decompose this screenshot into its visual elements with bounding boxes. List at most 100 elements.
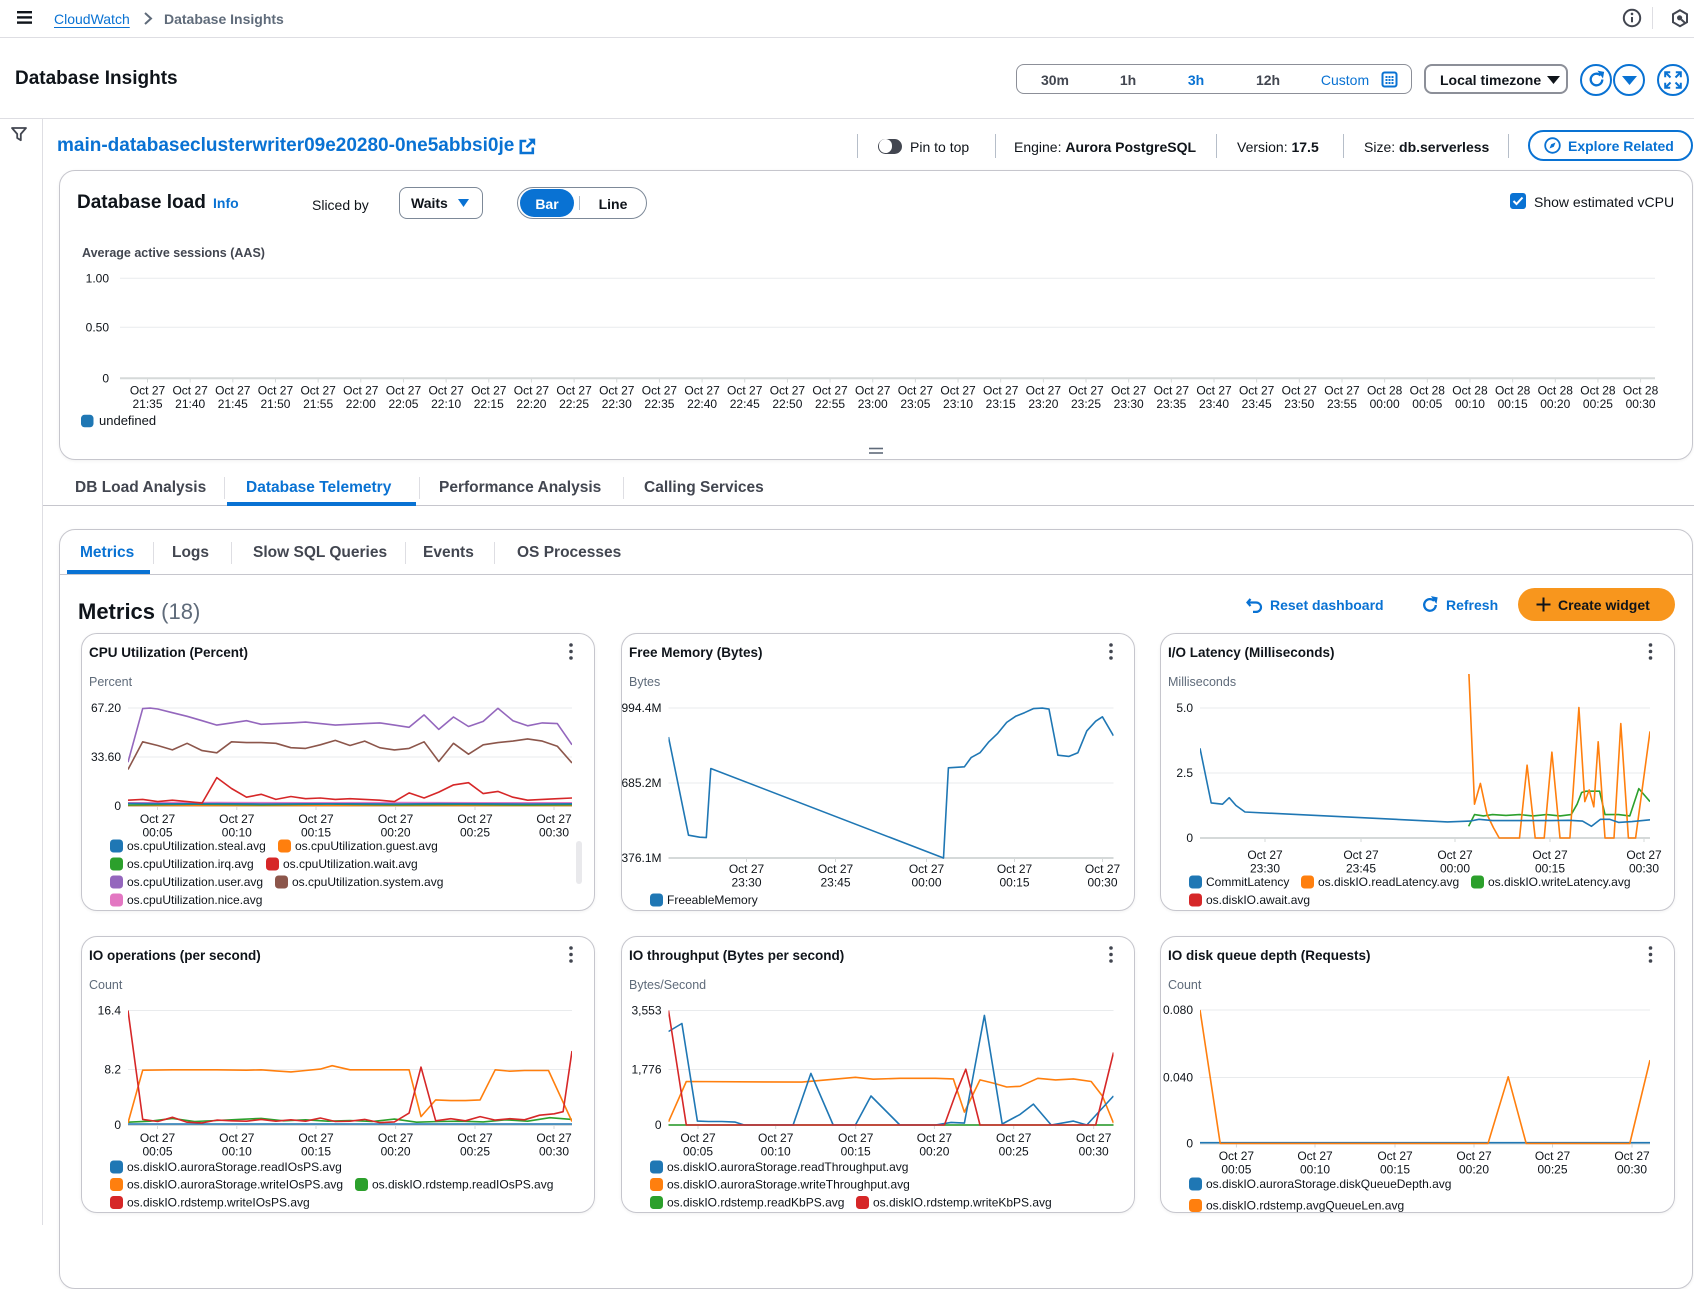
svg-text:23:00: 23:00 — [858, 397, 888, 411]
svg-text:Oct 27: Oct 27 — [1297, 1149, 1333, 1163]
svg-text:Oct 27: Oct 27 — [855, 384, 891, 398]
svg-text:Oct 27: Oct 27 — [378, 1131, 414, 1145]
svg-text:Oct 27: Oct 27 — [378, 812, 414, 826]
svg-text:00:15: 00:15 — [301, 1144, 331, 1158]
svg-text:Oct 27: Oct 27 — [1614, 1149, 1650, 1163]
svg-text:1,776: 1,776 — [631, 1062, 661, 1076]
svg-text:00:30: 00:30 — [1626, 397, 1656, 411]
svg-text:Oct 27: Oct 27 — [536, 812, 572, 826]
svg-text:os.diskIO.readLatency.avg: os.diskIO.readLatency.avg — [1318, 875, 1459, 889]
svg-text:0: 0 — [102, 371, 109, 385]
svg-text:22:10: 22:10 — [431, 397, 461, 411]
svg-text:Bytes: Bytes — [629, 675, 660, 689]
svg-text:I/O Latency (Milliseconds): I/O Latency (Milliseconds) — [1168, 645, 1335, 660]
svg-text:Oct 27: Oct 27 — [727, 384, 763, 398]
svg-text:Oct 27: Oct 27 — [1626, 848, 1662, 862]
svg-text:Oct 28: Oct 28 — [1452, 384, 1488, 398]
svg-text:0: 0 — [114, 799, 121, 813]
svg-text:00:25: 00:25 — [1583, 397, 1613, 411]
svg-text:23:45: 23:45 — [1346, 862, 1376, 876]
svg-text:Oct 27: Oct 27 — [1026, 384, 1062, 398]
svg-text:8.2: 8.2 — [104, 1062, 121, 1076]
svg-text:Oct 27: Oct 27 — [536, 1131, 572, 1145]
svg-text:00:30: 00:30 — [539, 1144, 569, 1158]
svg-text:Oct 28: Oct 28 — [1580, 384, 1616, 398]
svg-text:00:05: 00:05 — [1412, 397, 1442, 411]
svg-text:21:35: 21:35 — [132, 397, 162, 411]
svg-text:00:05: 00:05 — [682, 1144, 712, 1158]
svg-text:23:10: 23:10 — [943, 397, 973, 411]
svg-text:os.diskIO.auroraStorage.readIO: os.diskIO.auroraStorage.readIOsPS.avg — [127, 1160, 342, 1174]
svg-text:os.diskIO.rdstemp.writeIOsPS.a: os.diskIO.rdstemp.writeIOsPS.avg — [127, 1195, 310, 1209]
svg-text:Oct 27: Oct 27 — [680, 1131, 716, 1145]
svg-text:00:30: 00:30 — [539, 826, 569, 840]
svg-text:Oct 27: Oct 27 — [1343, 848, 1379, 862]
svg-text:Oct 27: Oct 27 — [1282, 384, 1318, 398]
svg-text:os.cpuUtilization.nice.avg: os.cpuUtilization.nice.avg — [127, 893, 262, 907]
svg-text:00:10: 00:10 — [1300, 1162, 1330, 1176]
svg-text:os.cpuUtilization.steal.avg: os.cpuUtilization.steal.avg — [127, 839, 266, 853]
svg-text:00:05: 00:05 — [1221, 1162, 1251, 1176]
svg-text:00:05: 00:05 — [142, 1144, 172, 1158]
svg-text:Oct 28: Oct 28 — [1367, 384, 1403, 398]
svg-text:23:30: 23:30 — [1250, 862, 1280, 876]
svg-text:23:45: 23:45 — [1242, 397, 1272, 411]
svg-text:0.080: 0.080 — [1163, 1003, 1193, 1017]
svg-text:00:00: 00:00 — [1440, 862, 1470, 876]
svg-text:Oct 27: Oct 27 — [219, 1131, 255, 1145]
svg-text:Oct 27: Oct 27 — [258, 384, 294, 398]
svg-text:Oct 27: Oct 27 — [983, 384, 1019, 398]
svg-text:os.cpuUtilization.guest.avg: os.cpuUtilization.guest.avg — [295, 839, 438, 853]
svg-text:os.cpuUtilization.user.avg: os.cpuUtilization.user.avg — [127, 875, 263, 889]
svg-text:22:45: 22:45 — [730, 397, 760, 411]
svg-text:CPU Utilization (Percent): CPU Utilization (Percent) — [89, 645, 248, 660]
svg-text:00:30: 00:30 — [1617, 1162, 1647, 1176]
svg-text:Oct 27: Oct 27 — [838, 1131, 874, 1145]
svg-text:Oct 27: Oct 27 — [298, 812, 334, 826]
svg-text:Oct 27: Oct 27 — [215, 384, 251, 398]
svg-text:3,553: 3,553 — [631, 1003, 661, 1017]
svg-text:00:10: 00:10 — [1455, 397, 1485, 411]
svg-text:Oct 27: Oct 27 — [1324, 384, 1360, 398]
svg-text:685.2M: 685.2M — [621, 776, 661, 790]
svg-text:21:45: 21:45 — [218, 397, 248, 411]
svg-text:23:45: 23:45 — [820, 876, 850, 890]
svg-text:22:55: 22:55 — [815, 397, 845, 411]
svg-text:Oct 27: Oct 27 — [457, 1131, 493, 1145]
svg-text:0: 0 — [1186, 1136, 1193, 1150]
svg-text:IO throughput (Bytes per secon: IO throughput (Bytes per second) — [629, 948, 844, 963]
svg-text:os.diskIO.rdstemp.writeKbPS.av: os.diskIO.rdstemp.writeKbPS.avg — [873, 1195, 1052, 1209]
svg-text:Oct 27: Oct 27 — [599, 384, 635, 398]
svg-text:IO disk queue depth (Requests): IO disk queue depth (Requests) — [1168, 948, 1371, 963]
svg-text:Oct 27: Oct 27 — [1532, 848, 1568, 862]
svg-text:Oct 27: Oct 27 — [386, 384, 422, 398]
svg-text:CommitLatency: CommitLatency — [1206, 875, 1289, 889]
svg-text:00:00: 00:00 — [911, 876, 941, 890]
svg-text:0: 0 — [114, 1118, 121, 1132]
svg-text:Oct 27: Oct 27 — [916, 1131, 952, 1145]
svg-text:00:30: 00:30 — [1087, 876, 1117, 890]
svg-text:Bytes/Second: Bytes/Second — [629, 978, 706, 992]
svg-text:os.diskIO.await.avg: os.diskIO.await.avg — [1206, 893, 1310, 907]
svg-text:16.4: 16.4 — [98, 1003, 122, 1017]
svg-text:Oct 27: Oct 27 — [1196, 384, 1232, 398]
svg-text:Oct 27: Oct 27 — [1076, 1131, 1112, 1145]
svg-text:Oct 28: Oct 28 — [1538, 384, 1574, 398]
svg-text:00:05: 00:05 — [142, 826, 172, 840]
svg-text:Free Memory (Bytes): Free Memory (Bytes) — [629, 645, 763, 660]
svg-text:Oct 27: Oct 27 — [471, 384, 507, 398]
svg-text:00:20: 00:20 — [381, 1144, 411, 1158]
svg-text:Count: Count — [1168, 978, 1202, 992]
svg-text:23:50: 23:50 — [1284, 397, 1314, 411]
svg-text:Oct 27: Oct 27 — [140, 812, 176, 826]
svg-text:00:15: 00:15 — [1498, 397, 1528, 411]
svg-text:os.diskIO.writeLatency.avg: os.diskIO.writeLatency.avg — [1488, 875, 1631, 889]
svg-text:os.diskIO.rdstemp.avgQueueLen.: os.diskIO.rdstemp.avgQueueLen.avg — [1206, 1198, 1404, 1212]
svg-text:Oct 27: Oct 27 — [1437, 848, 1473, 862]
svg-text:Oct 27: Oct 27 — [428, 384, 464, 398]
svg-text:23:15: 23:15 — [986, 397, 1016, 411]
svg-text:376.1M: 376.1M — [621, 851, 661, 865]
svg-text:Oct 28: Oct 28 — [1623, 384, 1659, 398]
svg-text:os.diskIO.auroraStorage.writeT: os.diskIO.auroraStorage.writeThroughput.… — [667, 1177, 910, 1191]
svg-text:Oct 27: Oct 27 — [728, 862, 764, 876]
